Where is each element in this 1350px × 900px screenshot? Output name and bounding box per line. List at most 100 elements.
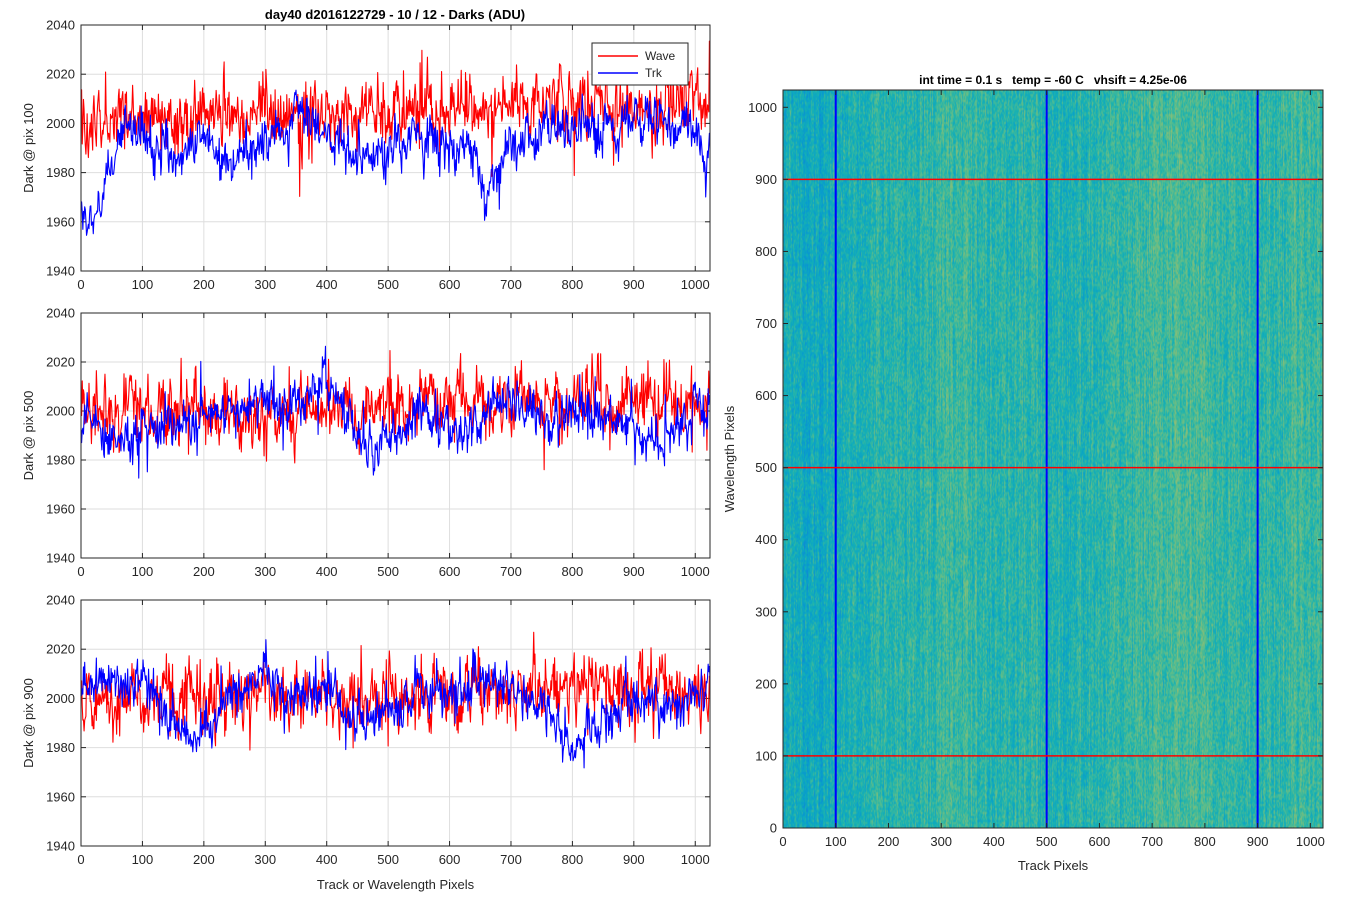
- x-tick-label: 900: [623, 564, 645, 579]
- heatmap-frame: [782, 89, 1324, 829]
- heatmap-title: int time = 0.1 s temp = -60 C vhsift = 4…: [919, 73, 1187, 87]
- y-tick-label: 100: [755, 748, 777, 763]
- plot-frame: [80, 312, 711, 559]
- y-tick-label: 1960: [46, 502, 75, 517]
- x-tick-label: 1000: [681, 277, 710, 292]
- x-tick-label: 600: [1089, 834, 1111, 849]
- series-line-trk: [81, 639, 710, 769]
- x-tick-label: 100: [132, 564, 154, 579]
- x-tick-label: 800: [562, 277, 584, 292]
- x-tick-label: 600: [439, 564, 461, 579]
- x-tick-label: 500: [377, 277, 399, 292]
- x-tick-label: 700: [500, 277, 522, 292]
- x-tick-label: 0: [77, 564, 84, 579]
- y-axis-label: Wavelength Pixels: [722, 405, 737, 512]
- heatmap-image: [783, 90, 1323, 828]
- x-tick-label: 300: [254, 852, 276, 867]
- x-tick-label: 800: [562, 564, 584, 579]
- x-tick-label: 0: [779, 834, 786, 849]
- y-tick-label: 900: [755, 172, 777, 187]
- y-axis-label: Dark @ pix 100: [21, 103, 36, 193]
- x-tick-label: 500: [1036, 834, 1058, 849]
- x-tick-label: 700: [500, 564, 522, 579]
- y-tick-label: 500: [755, 460, 777, 475]
- series-group: [81, 345, 710, 479]
- line-plot-pix-100: 0 100 200 300 400 500 600 700 800 900 1000 1940 1960…: [21, 18, 711, 292]
- y-tick-label: 1940: [46, 839, 75, 854]
- series-group: [81, 40, 710, 236]
- legend: Wave Trk: [591, 42, 689, 86]
- x-tick-label: 500: [377, 852, 399, 867]
- x-tick-label: 600: [439, 852, 461, 867]
- y-tick-label: 1000: [748, 100, 777, 115]
- figure-title: day40 d2016122729 - 10 / 12 - Darks (ADU…: [265, 7, 525, 22]
- x-tick-label: 100: [132, 277, 154, 292]
- x-tick-label: 400: [983, 834, 1005, 849]
- y-tick-label: 600: [755, 388, 777, 403]
- y-tick-label: 2000: [46, 404, 75, 419]
- y-tick-label: 1960: [46, 789, 75, 804]
- series-line-trk: [81, 89, 710, 236]
- y-tick-label: 1960: [46, 214, 75, 229]
- x-tick-label: 1000: [681, 564, 710, 579]
- y-axis-label: Dark @ pix 500: [21, 391, 36, 481]
- y-tick-label: 200: [755, 676, 777, 691]
- x-tick-label: 200: [193, 852, 215, 867]
- y-tick-label: 2000: [46, 691, 75, 706]
- series-group: [81, 631, 710, 769]
- heatmap-plot: 0 100 200 300 400 500 600 700 800 900 1000 0 100 200 3…: [722, 73, 1325, 873]
- x-tick-label: 300: [254, 564, 276, 579]
- y-tick-label: 1980: [46, 165, 75, 180]
- legend-label-wave: Wave: [645, 49, 676, 63]
- y-tick-label: 800: [755, 244, 777, 259]
- series-line-wave: [81, 631, 710, 751]
- x-tick-label: 300: [254, 277, 276, 292]
- y-tick-label: 2020: [46, 355, 75, 370]
- x-tick-label: 1000: [681, 852, 710, 867]
- y-tick-label: 2020: [46, 642, 75, 657]
- x-tick-label: 900: [1247, 834, 1269, 849]
- legend-label-trk: Trk: [645, 66, 663, 80]
- plot-frame: [80, 599, 711, 847]
- x-tick-label: 0: [77, 852, 84, 867]
- line-plot-pix-900: 0 100 200 300 400 500 600 700 800 900 1000 1940 1960…: [21, 593, 711, 892]
- x-tick-label: 200: [878, 834, 900, 849]
- y-tick-label: 2000: [46, 116, 75, 131]
- y-tick-label: 2040: [46, 306, 75, 321]
- y-tick-label: 1940: [46, 551, 75, 566]
- y-tick-label: 400: [755, 532, 777, 547]
- x-tick-label: 400: [316, 564, 338, 579]
- plot-frame: [80, 24, 711, 272]
- y-tick-label: 1940: [46, 264, 75, 279]
- y-tick-label: 2020: [46, 67, 75, 82]
- x-tick-label: 700: [500, 852, 522, 867]
- y-tick-label: 1980: [46, 740, 75, 755]
- x-tick-label: 400: [316, 277, 338, 292]
- y-axis-label: Dark @ pix 900: [21, 678, 36, 768]
- series-line-wave: [81, 40, 710, 197]
- y-tick-label: 2040: [46, 593, 75, 608]
- x-tick-label: 900: [623, 277, 645, 292]
- x-tick-label: 100: [825, 834, 847, 849]
- x-tick-label: 900: [623, 852, 645, 867]
- legend-box: [591, 42, 689, 86]
- x-tick-label: 800: [562, 852, 584, 867]
- y-tick-label: 300: [755, 604, 777, 619]
- x-tick-label: 0: [77, 277, 84, 292]
- y-tick-label: 700: [755, 316, 777, 331]
- x-tick-label: 200: [193, 277, 215, 292]
- x-tick-label: 600: [439, 277, 461, 292]
- x-tick-label: 800: [1194, 834, 1216, 849]
- y-tick-label: 1980: [46, 453, 75, 468]
- y-tick-label: 2040: [46, 18, 75, 33]
- series-line-trk: [81, 345, 710, 479]
- x-axis-label: Track Pixels: [1018, 858, 1089, 873]
- x-tick-label: 200: [193, 564, 215, 579]
- x-tick-label: 700: [1141, 834, 1163, 849]
- x-tick-label: 1000: [1296, 834, 1325, 849]
- x-axis-label: Track or Wavelength Pixels: [317, 877, 475, 892]
- y-tick-label: 0: [770, 821, 777, 836]
- x-tick-label: 100: [132, 852, 154, 867]
- line-plot-pix-500: 0 100 200 300 400 500 600 700 800 900 1000 1940 1960…: [21, 306, 711, 579]
